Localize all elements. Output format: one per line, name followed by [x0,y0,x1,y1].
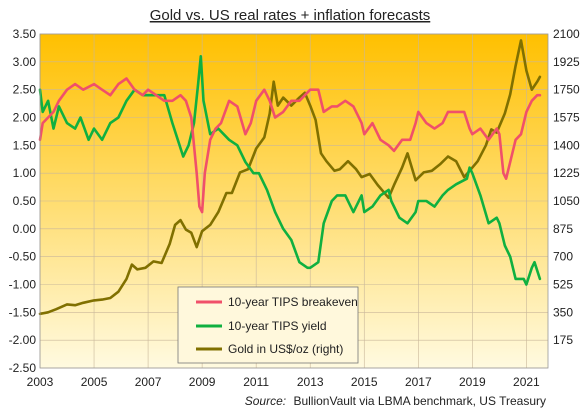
y-left-tick-label: -2.50 [9,361,37,375]
x-tick-label: 2021 [513,375,540,389]
legend-label-breakeven: 10-year TIPS breakeven [228,295,358,309]
y-right-tick-label: 1575 [553,111,580,125]
y-left-tick-label: 2.00 [13,111,37,125]
y-right-tick-label: 175 [553,333,573,347]
chart-title: Gold vs. US real rates + inflation forec… [150,7,431,24]
x-tick-label: 2003 [27,375,54,389]
x-tick-label: 2019 [459,375,486,389]
y-left-tick-label: -1.50 [9,305,37,319]
y-left-tick-label: -0.50 [9,250,37,264]
y-left-tick-label: -2.00 [9,333,37,347]
y-left-tick-label: 2.50 [13,83,37,97]
series-line-yield [38,55,542,286]
series-group [38,39,542,316]
y-left-tick-label: 1.00 [13,166,37,180]
y-right-tick-label: 875 [553,222,573,236]
y-right-tick-label: 700 [553,250,573,264]
y-right-tick-label: 1400 [553,138,580,152]
y-right-axis: 2100 1925 1750 1575 1400 1225 1050 875 700 525 350… [553,27,580,347]
y-right-tick-label: 1925 [553,55,580,69]
x-axis: 2003 2005 2007 2009 2011 2013 2015 2017 2019 2021 [27,375,540,389]
y-right-tick-label: 1225 [553,166,580,180]
y-right-tick-label: 1750 [553,83,580,97]
x-tick-label: 2009 [189,375,216,389]
legend: 10-year TIPS breakeven 10-year TIPS yiel… [177,286,359,364]
legend-label-gold: Gold in US$/oz (right) [228,342,343,356]
x-tick-label: 2007 [135,375,162,389]
series-line-breakeven [38,77,542,214]
y-right-tick-label: 2100 [553,27,580,41]
source-text: BullionVault via LBMA benchmark, US Trea… [293,394,546,408]
x-tick-label: 2015 [351,375,378,389]
y-left-tick-label: 0.00 [13,222,37,236]
source-line: Source: BullionVault via LBMA benchmark,… [245,394,546,408]
x-tick-label: 2013 [297,375,324,389]
y-left-tick-label: 3.50 [13,27,37,41]
x-tick-label: 2017 [405,375,432,389]
y-left-axis: 3.50 3.00 2.50 2.00 1.50 1.00 0.50 0.00 -0.50 -1.… [9,27,37,375]
plot-frame [39,33,549,369]
y-right-tick-label: 525 [553,278,573,292]
y-left-tick-label: 3.00 [13,55,37,69]
y-left-tick-label: 0.50 [13,194,37,208]
x-tick-label: 2011 [243,375,269,389]
x-tick-label: 2005 [81,375,108,389]
y-left-tick-label: -1.00 [9,278,37,292]
y-right-tick-label: 1050 [553,194,580,208]
legend-label-yield: 10-year TIPS yield [228,319,327,333]
source-label: Source: [245,394,286,408]
y-right-tick-label: 350 [553,305,573,319]
y-left-tick-label: 1.50 [13,138,37,152]
